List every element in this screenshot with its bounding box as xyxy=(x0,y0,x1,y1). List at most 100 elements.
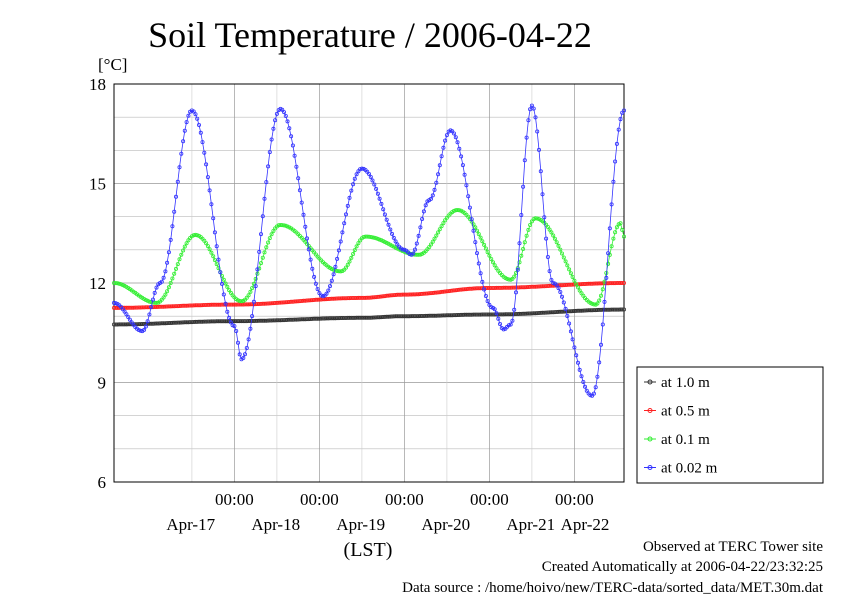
data-point xyxy=(531,106,536,111)
data-point xyxy=(563,306,568,311)
data-point xyxy=(499,312,504,317)
data-point xyxy=(529,284,534,289)
data-point xyxy=(228,320,233,325)
data-point xyxy=(219,281,224,286)
data-point xyxy=(389,231,394,236)
data-point xyxy=(528,107,533,112)
data-point xyxy=(170,304,175,309)
data-point xyxy=(168,280,173,285)
data-point xyxy=(545,254,550,259)
data-point xyxy=(242,302,247,307)
data-point xyxy=(221,277,226,282)
data-point xyxy=(262,301,267,306)
data-point xyxy=(579,291,584,296)
data-point xyxy=(177,320,182,325)
data-point xyxy=(590,301,595,306)
data-point xyxy=(370,295,375,300)
data-point xyxy=(420,216,425,221)
data-point xyxy=(600,287,605,292)
data-point xyxy=(168,237,173,242)
data-point xyxy=(391,235,396,240)
data-point xyxy=(253,276,258,281)
data-point xyxy=(512,274,517,279)
data-point xyxy=(165,321,170,326)
data-point xyxy=(476,261,481,266)
data-point xyxy=(281,110,286,115)
data-point xyxy=(512,307,517,312)
data-point xyxy=(556,286,561,291)
data-point xyxy=(285,317,290,322)
x-date-label: Apr-21 xyxy=(506,515,555,534)
data-point xyxy=(358,167,363,172)
data-point xyxy=(577,367,582,372)
data-point xyxy=(349,188,354,193)
data-point xyxy=(152,300,157,305)
data-point xyxy=(326,288,331,293)
data-point xyxy=(425,313,430,318)
data-point xyxy=(506,323,511,328)
data-point xyxy=(327,296,332,301)
data-point xyxy=(227,288,232,293)
series-line xyxy=(113,104,625,397)
data-point xyxy=(196,123,201,128)
data-point xyxy=(512,312,517,317)
data-point xyxy=(620,280,625,285)
data-point xyxy=(255,301,260,306)
data-point xyxy=(147,312,152,317)
data-point xyxy=(568,271,573,276)
data-point xyxy=(382,314,387,319)
data-point xyxy=(195,319,200,324)
data-point xyxy=(173,194,178,199)
data-point xyxy=(450,313,455,318)
data-point xyxy=(515,267,520,272)
data-point xyxy=(274,111,279,116)
legend-swatch-marker xyxy=(647,436,653,442)
data-point xyxy=(179,151,184,156)
data-point xyxy=(375,191,380,196)
data-point xyxy=(181,248,186,253)
data-point xyxy=(455,207,460,212)
y-tick-label: 9 xyxy=(98,374,107,393)
data-point xyxy=(315,316,320,321)
data-point xyxy=(583,308,588,313)
data-point xyxy=(182,244,187,249)
data-point xyxy=(505,276,510,281)
data-point xyxy=(505,312,510,317)
data-point xyxy=(209,202,214,207)
data-point xyxy=(368,234,373,239)
data-point xyxy=(152,290,157,295)
data-point xyxy=(382,212,387,217)
data-point xyxy=(595,374,600,379)
data-point xyxy=(152,321,157,326)
data-point xyxy=(535,216,540,221)
data-point xyxy=(214,319,219,324)
data-point xyxy=(191,109,196,114)
data-point xyxy=(126,314,131,319)
data-point xyxy=(244,302,249,307)
data-point xyxy=(542,215,547,220)
data-point xyxy=(310,298,315,303)
data-point xyxy=(560,309,565,314)
data-point xyxy=(535,311,540,316)
data-point xyxy=(540,310,545,315)
data-point xyxy=(521,184,526,189)
data-point xyxy=(237,352,242,357)
data-point xyxy=(444,133,449,138)
data-point xyxy=(517,311,522,316)
data-point xyxy=(482,287,487,292)
data-point xyxy=(414,314,419,319)
data-point xyxy=(145,319,150,324)
data-point xyxy=(561,300,566,305)
data-point xyxy=(313,281,318,286)
data-point xyxy=(547,269,552,274)
data-point xyxy=(540,284,545,289)
legend-swatch-marker xyxy=(647,379,653,385)
data-point xyxy=(304,298,309,303)
data-point xyxy=(372,235,377,240)
data-point xyxy=(577,288,582,293)
data-point xyxy=(537,147,542,152)
data-point xyxy=(287,299,292,304)
data-point xyxy=(338,269,343,274)
data-point xyxy=(189,320,194,325)
data-point xyxy=(565,313,570,318)
